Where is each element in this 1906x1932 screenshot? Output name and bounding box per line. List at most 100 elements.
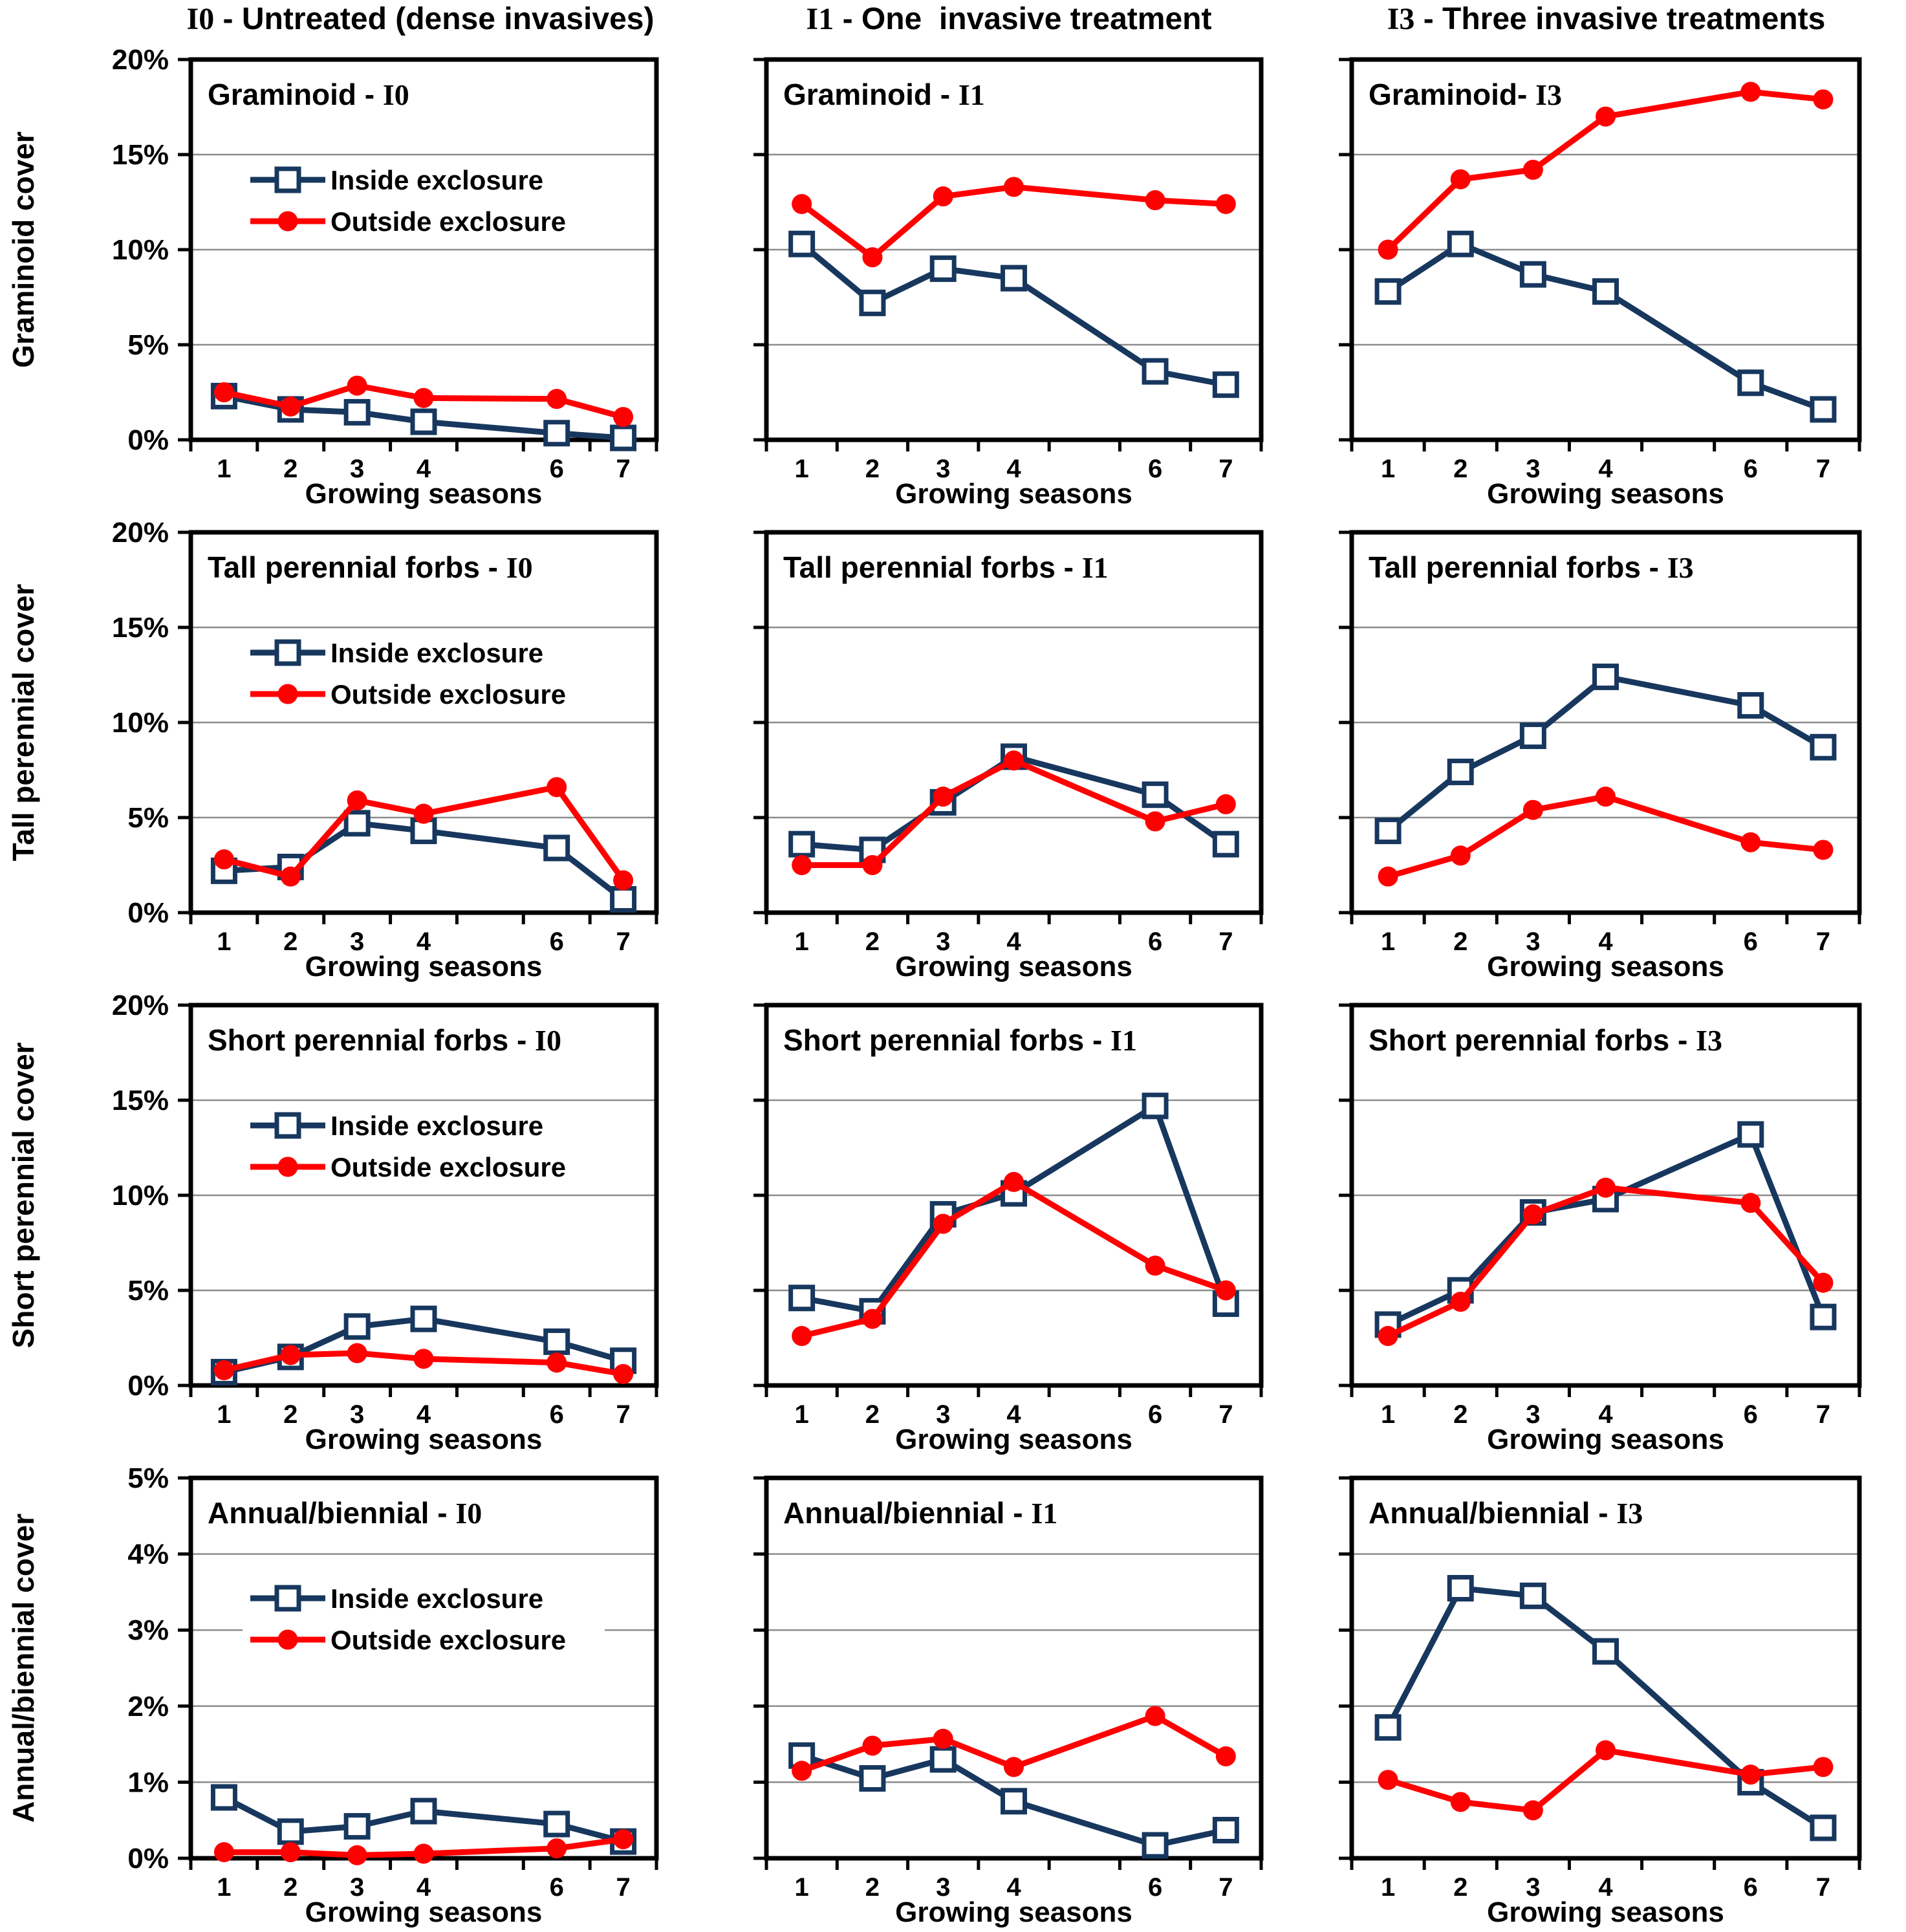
outside-marker [1740,832,1761,852]
inside-marker [1142,781,1169,809]
outside-marker [347,1845,367,1865]
chart-annual-biennial-i3: 1 2 3 4 6 7 Growing seasons Annual/biennial - I… [1306,1456,1906,1929]
legend: Inside exclosure Outside exclosure [243,1106,605,1186]
legend-label: Inside exclosure [330,1111,543,1141]
inside-marker [1592,1638,1619,1665]
outside-exclosure-series [1378,787,1834,887]
x-tick-label: 7 [616,1400,630,1429]
x-tick-label: 7 [1816,1873,1830,1902]
x-axis-title: Growing seasons [1487,1896,1724,1928]
y-tick-label: 0% [127,1370,169,1402]
outside-exclosure-series [213,1829,634,1865]
y-tick-label: 10% [112,1180,169,1211]
inside-marker [1519,1582,1546,1609]
outside-marker [1004,750,1024,771]
x-axis-title: Growing seasons [305,1896,543,1928]
inside-marker [929,1746,957,1773]
panel-title: Tall perennial forbs - I1 [783,550,1109,584]
inside-marker [859,289,886,316]
chart-svg: 1 2 3 4 6 7 0% 5% 10% 15% 20% Graminoid cover Growin… [6,44,659,510]
outside-marker [613,1829,634,1850]
y-tick-label: 1% [127,1766,169,1798]
inside-marker [1810,733,1837,761]
x-tick-label: 3 [1526,1873,1540,1902]
legend-label: Outside exclosure [330,206,566,237]
x-tick-label: 3 [1526,455,1540,483]
x-axis-title: Growing seasons [895,478,1132,510]
inside-exclosure-series [210,382,637,451]
x-tick-label: 4 [1006,1400,1021,1429]
chart-annual-biennial-i1: 1 2 3 4 6 7 Growing seasons Annual/biennial - I… [711,1456,1306,1929]
x-tick-label: 6 [1148,455,1162,483]
outside-exclosure-series [792,177,1236,268]
y-tick-label: 0% [127,897,169,929]
panel-title: Short perennial forbs - I3 [1369,1023,1722,1057]
column-title-i0: I0 - Untreated (dense invasives) [0,1,711,37]
outside-marker [1596,1177,1616,1198]
inside-marker [788,830,816,858]
treatment-code: I1 [806,1,834,36]
outside-marker [413,1843,434,1864]
x-tick-label: 4 [1006,455,1021,483]
inside-marker [610,424,637,451]
x-tick-label: 2 [865,455,880,483]
outside-marker [1004,177,1024,197]
outside-marker [213,849,234,870]
legend: Inside exclosure Outside exclosure [243,160,605,241]
inside-marker [1142,358,1169,385]
x-tick-label: 6 [1148,1873,1162,1902]
x-tick-label: 7 [1218,928,1233,956]
x-tick-label: 1 [795,1400,809,1429]
inside-marker [543,1810,570,1838]
x-tick-label: 1 [1381,1400,1395,1429]
legend-label: Outside exclosure [330,1625,566,1655]
x-tick-label: 6 [550,928,564,956]
legend: Inside exclosure Outside exclosure [243,1579,605,1659]
legend-label: Inside exclosure [330,1583,543,1614]
inside-exclosure-series [1374,663,1837,845]
chart-svg: 1 2 3 4 6 7 Growing seasons Tall perennial forb… [753,530,1264,982]
inside-marker [1810,1303,1837,1330]
outside-marker [613,1363,634,1384]
x-tick-label: 7 [1218,455,1233,483]
legend-inside-marker [274,1585,301,1612]
x-axis-title: Growing seasons [305,478,543,510]
outside-marker [792,855,812,875]
panel-title: Graminoid- I3 [1369,78,1562,111]
x-tick-label: 1 [217,1873,231,1902]
outside-marker [280,1842,301,1863]
chart-short-perennial-forbs-i1: 1 2 3 4 6 7 Growing seasons Short perennial for… [711,983,1306,1456]
outside-marker [862,855,883,875]
x-tick-label: 6 [550,1873,564,1902]
outside-marker [547,1838,567,1859]
legend-outside-marker [277,1156,298,1177]
y-tick-label: 5% [127,1275,169,1307]
x-tick-label: 3 [936,928,950,956]
inside-marker [543,834,570,862]
x-tick-label: 4 [417,1400,431,1429]
outside-marker [1813,840,1834,860]
legend-inside-marker [274,639,301,666]
outside-exclosure-series [792,1706,1236,1781]
outside-marker [1004,1757,1024,1777]
outside-marker [933,787,953,807]
chart-svg: 1 2 3 4 6 7 Growing seasons Graminoid - I1 [753,57,1264,510]
outside-marker [1522,1204,1543,1224]
x-tick-label: 2 [283,1873,298,1902]
x-tick-label: 1 [1381,1873,1395,1902]
x-tick-label: 2 [283,928,298,956]
inside-marker [1519,722,1546,750]
outside-exclosure-series [213,375,634,428]
inside-marker [410,1797,437,1825]
outside-exclosure-series [792,750,1236,875]
inside-marker [343,1813,371,1840]
outside-marker [862,247,883,268]
x-axis-title: Growing seasons [895,1424,1132,1455]
inside-marker [1592,278,1619,305]
legend-label: Inside exclosure [330,638,543,668]
x-tick-label: 2 [1453,1873,1467,1902]
outside-marker [1596,106,1616,127]
inside-marker [277,1818,304,1845]
legend-outside-marker [277,1629,298,1650]
x-tick-label: 7 [1816,928,1830,956]
